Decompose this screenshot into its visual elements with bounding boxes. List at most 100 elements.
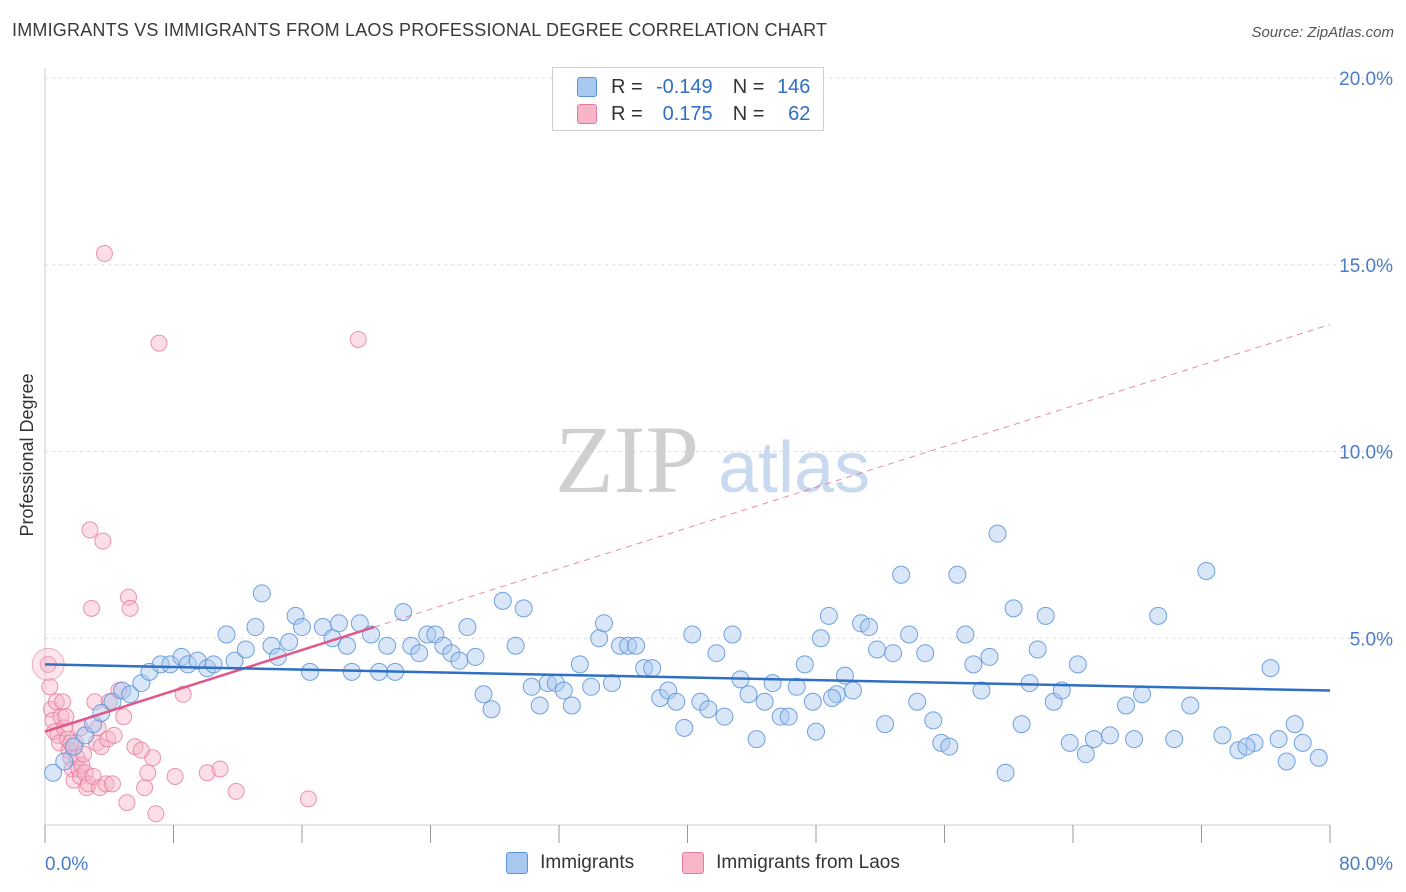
source-label: Source: ZipAtlas.com: [1251, 24, 1394, 41]
series-legend: Immigrants Immigrants from Laos: [0, 852, 1406, 874]
data-point-immigrants: [988, 524, 1007, 543]
data-point-immigrants: [466, 647, 485, 666]
data-point-immigrants: [892, 565, 911, 584]
data-point-immigrants: [956, 625, 975, 644]
data-point-immigrants: [1261, 659, 1280, 678]
data-point-laos: [115, 708, 133, 726]
data-point-immigrants: [900, 625, 919, 644]
data-point-immigrants: [1269, 730, 1288, 749]
data-point-immigrants: [964, 655, 983, 674]
chart-title: IMMIGRANTS VS IMMIGRANTS FROM LAOS PROFE…: [12, 20, 828, 40]
data-point-immigrants: [554, 681, 573, 700]
data-point-immigrants: [450, 651, 469, 670]
data-point-laos: [103, 775, 121, 793]
data-point-laos: [41, 678, 59, 696]
data-point-immigrants: [1028, 640, 1047, 659]
data-point-immigrants: [924, 711, 943, 730]
data-point-immigrants: [1165, 730, 1184, 749]
data-point-laos: [86, 693, 104, 711]
data-point-laos: [95, 245, 113, 263]
data-point-laos: [121, 599, 139, 617]
trend-line-laos: [44, 625, 375, 733]
legend-swatch-blue: [506, 852, 529, 874]
data-point-immigrants: [972, 681, 991, 700]
data-point-immigrants: [590, 629, 609, 648]
legend-row-immigrants: R = -0.149 N = 146: [577, 74, 810, 100]
trend-line-laos-extended: [374, 324, 1331, 628]
data-point-immigrants: [217, 625, 236, 644]
data-point-immigrants: [908, 692, 927, 711]
data-point-laos: [94, 532, 112, 550]
data-point-laos: [299, 790, 317, 808]
data-point-immigrants: [1277, 752, 1296, 771]
data-point-immigrants: [1125, 730, 1144, 749]
data-point-laos: [75, 745, 93, 763]
data-point-immigrants: [280, 632, 299, 651]
data-point-immigrants: [121, 685, 140, 704]
legend-label: Immigrants: [540, 852, 635, 873]
y-tick-label: 5.0%: [1350, 629, 1393, 650]
data-point-immigrants: [1149, 606, 1168, 625]
data-point-immigrants: [378, 636, 397, 655]
data-point-immigrants: [1084, 730, 1103, 749]
data-point-laos: [132, 741, 150, 759]
legend-n-value: 146: [777, 75, 811, 98]
data-point-laos: [76, 764, 94, 782]
data-point-immigrants: [394, 603, 413, 622]
data-point-immigrants: [1309, 748, 1328, 767]
data-point-laos: [54, 693, 72, 711]
data-point-immigrants: [570, 655, 589, 674]
y-tick-label: 10.0%: [1339, 443, 1393, 464]
legend-item-immigrants-from-laos[interactable]: Immigrants from Laos: [682, 852, 900, 874]
legend-r-value: 0.175: [662, 102, 713, 125]
data-point-immigrants: [55, 752, 74, 771]
data-point-immigrants: [699, 700, 718, 719]
data-point-immigrants: [876, 715, 895, 734]
data-point-immigrants: [161, 655, 180, 674]
data-point-immigrants: [493, 591, 512, 610]
data-point-immigrants: [204, 655, 223, 674]
data-point-laos: [139, 764, 157, 782]
x-tick-label: 0.0%: [45, 854, 88, 875]
y-axis-label: Professional Degree: [17, 373, 37, 536]
data-point-immigrants: [940, 737, 959, 756]
data-point-laos: [62, 734, 80, 752]
data-point-immigrants: [807, 722, 825, 741]
legend-r-label: R =: [611, 102, 643, 125]
data-point-laos: [97, 775, 115, 793]
data-point-immigrants: [246, 618, 265, 637]
data-point-immigrants: [811, 629, 830, 648]
axes: [44, 68, 1331, 843]
data-point-immigrants: [1213, 726, 1232, 745]
data-point-immigrants: [236, 640, 255, 659]
data-point-immigrants: [707, 644, 726, 663]
tick-labels: 5.0% 10.0% 15.0% 20.0% 0.0% 80.0%: [45, 69, 1393, 875]
data-point-immigrants: [1060, 733, 1079, 752]
y-tick-label: 20.0%: [1339, 69, 1393, 90]
data-point-immigrants: [530, 696, 549, 715]
data-point-immigrants: [151, 655, 170, 674]
data-point-immigrants: [301, 662, 320, 681]
legend-n-label: N =: [732, 102, 765, 125]
data-point-laos: [83, 599, 101, 617]
trend-line-immigrants: [44, 663, 1331, 692]
legend-n-value: 62: [788, 102, 811, 125]
series-immigrants-from-laos: [31, 245, 367, 823]
correlation-legend: R = -0.149 N = 146 R = 0.175 N = 62: [552, 67, 824, 131]
watermark: ZIP atlas: [555, 406, 870, 513]
data-point-immigrants: [819, 606, 838, 625]
data-point-immigrants: [1012, 715, 1031, 734]
data-point-immigrants: [643, 659, 662, 678]
data-point-immigrants: [474, 685, 493, 704]
grid-lines: [45, 77, 1395, 639]
data-point-immigrants: [1036, 606, 1055, 625]
data-point-immigrants: [1133, 685, 1152, 704]
data-point-laos: [349, 330, 367, 348]
data-point-immigrants: [667, 692, 686, 711]
data-point-immigrants: [739, 685, 758, 704]
data-point-immigrants: [916, 644, 935, 663]
data-point-immigrants: [1181, 696, 1200, 715]
data-point-immigrants: [64, 737, 83, 756]
legend-item-immigrants[interactable]: Immigrants: [506, 852, 634, 874]
